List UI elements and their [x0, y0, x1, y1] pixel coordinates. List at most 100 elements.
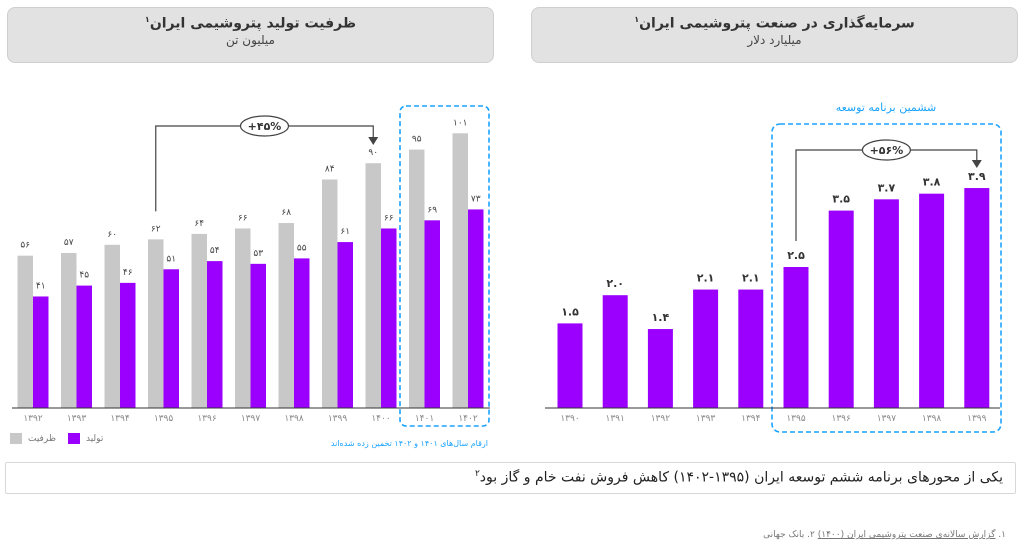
investment-bar: [919, 193, 945, 408]
x-tick-label: ۱۳۹۲: [651, 414, 671, 424]
x-tick-label: ۱۳۹۶: [832, 414, 852, 424]
x-tick-label: ۱۳۹۱: [606, 414, 625, 424]
production-value-label: ۴۵: [79, 271, 89, 281]
legend: ظرفیت تولید: [10, 433, 103, 444]
growth-badge: [861, 139, 912, 161]
production-value-label: ۵۵: [297, 243, 307, 253]
x-tick-label: ۱۳۹۹: [328, 414, 348, 424]
investment-bar: [828, 210, 854, 408]
footnote-source-link[interactable]: گزارش سالانه‌ی صنعت پتروشیمی ایران (۱۴۰۰…: [817, 530, 996, 540]
x-tick-label: ۱۴۰۲: [458, 414, 478, 424]
production-value-label: ۶۹: [427, 205, 437, 215]
x-tick-label: ۱۳۹۷: [241, 414, 261, 424]
x-tick-label: ۱۳۹۷: [877, 414, 897, 424]
production-bar: [163, 269, 179, 408]
footnote: ۱. گزارش سالانه‌ی صنعت پتروشیمی ایران (۱…: [763, 530, 1006, 540]
footnote-rest: ۲. بانک جهانی: [763, 530, 818, 540]
statement-sup: ۲: [474, 469, 480, 479]
investment-bar: [647, 329, 673, 408]
capacity-bar: [322, 179, 338, 408]
investment-value-label: ۱.۵: [561, 305, 579, 318]
left-chart-title: ظرفیت تولید پتروشیمی ایران۱: [144, 15, 357, 32]
capacity-bar: [61, 252, 77, 408]
investment-value-label: ۲.۱: [697, 272, 715, 285]
production-value-label: ۴۶: [123, 268, 133, 278]
production-bar: [424, 220, 440, 408]
right-chart-subtitle: میلیارد دلار: [747, 32, 802, 47]
capacity-bar: [452, 133, 468, 408]
capacity-value-label: ۶۸: [281, 208, 291, 218]
capacity-bar: [17, 255, 33, 408]
capacity-bar: [278, 223, 294, 408]
capacity-bar: [148, 239, 164, 408]
x-tick-label: ۱۴۰۰: [371, 414, 390, 424]
production-value-label: ۵۱: [166, 254, 176, 264]
investment-bar: [873, 199, 899, 408]
investment-value-label: ۲.۰: [606, 277, 624, 290]
production-bar: [207, 261, 223, 408]
statement-text: یکی از محورهای برنامه ششم توسعه ایران (۱…: [479, 469, 1003, 486]
x-tick-label: ۱۳۹۴: [741, 414, 761, 424]
legend-swatch-production: [67, 433, 80, 444]
left-chart-header: ظرفیت تولید پتروشیمی ایران۱ میلیون تن: [7, 7, 494, 63]
legend-label-capacity: ظرفیت: [28, 433, 56, 444]
investment-bar: [602, 295, 628, 408]
growth-badge: [239, 115, 290, 137]
production-value-label: ۵۳: [253, 249, 263, 259]
production-value-label: ۶۱: [340, 227, 350, 237]
investment-bar: [693, 289, 719, 408]
investment-bar: [783, 267, 809, 408]
x-tick-label: ۱۳۹۳: [67, 414, 87, 424]
production-bar: [381, 228, 397, 408]
x-tick-label: ۱۳۹۹: [967, 414, 987, 424]
capacity-value-label: ۶۶: [238, 213, 248, 223]
capacity-value-label: ۹۵: [412, 135, 422, 145]
production-bar: [250, 263, 266, 408]
right-chart-header: سرمایه‌گذاری در صنعت پتروشیمی ایران۱ میل…: [531, 7, 1018, 63]
growth-arrow-line: [155, 125, 374, 212]
capacity-value-label: ۶۴: [194, 219, 204, 229]
capacity-value-label: ۶۰: [107, 230, 117, 240]
growth-badge-text: +۵۶%: [870, 144, 904, 157]
production-value-label: ۶۶: [384, 213, 394, 223]
left-chart-subtitle: میلیون تن: [226, 32, 275, 47]
production-bar: [33, 296, 49, 408]
capacity-bar: [104, 244, 120, 408]
statement-box: یکی از محورهای برنامه ششم توسعه ایران (۱…: [5, 462, 1016, 494]
capacity-bar: [235, 228, 251, 408]
x-tick-label: ۱۳۹۸: [284, 414, 304, 424]
investment-value-label: ۳.۷: [878, 181, 896, 194]
production-bar: [120, 282, 136, 408]
capacity-value-label: ۶۲: [151, 224, 161, 234]
estimate-highlight-box: [399, 105, 490, 427]
estimate-note: ارقام سال‌های ۱۴۰۱ و ۱۴۰۲ تخمین زده شده‌…: [330, 439, 488, 448]
growth-badge-text: +۴۵%: [248, 120, 282, 133]
production-value-label: ۷۳: [471, 194, 481, 204]
capacity-value-label: ۸۴: [325, 165, 335, 175]
investment-value-label: ۲.۱: [742, 272, 760, 285]
x-tick-label: ۱۳۹۰: [560, 414, 579, 424]
legend-swatch-capacity: [10, 433, 22, 444]
x-tick-label: ۱۳۹۸: [922, 414, 942, 424]
right-chart-title: سرمایه‌گذاری در صنعت پتروشیمی ایران۱: [634, 15, 915, 32]
legend-label-production: تولید: [85, 433, 104, 444]
production-bar: [468, 209, 484, 408]
capacity-value-label: ۵۶: [20, 241, 30, 251]
investment-bar: [964, 188, 990, 408]
capacity-bar: [365, 163, 381, 408]
plan-label: ششمین برنامه توسعه: [836, 101, 937, 114]
capacity-value-label: ۹۰: [368, 148, 378, 158]
investment-bar: [738, 289, 764, 408]
x-tick-label: ۱۳۹۳: [696, 414, 716, 424]
production-value-label: ۴۱: [36, 281, 46, 291]
x-tick-label: ۱۳۹۴: [110, 414, 130, 424]
arrow-head-icon: [368, 137, 379, 145]
x-tick-label: ۱۳۹۲: [23, 414, 43, 424]
investment-value-label: ۱.۴: [652, 311, 670, 324]
plan-highlight-box: [771, 123, 1002, 433]
investment-value-label: ۲.۵: [787, 249, 805, 262]
footnote-number: ۱.: [995, 530, 1006, 540]
production-bar: [294, 258, 310, 408]
capacity-value-label: ۵۷: [64, 238, 74, 248]
